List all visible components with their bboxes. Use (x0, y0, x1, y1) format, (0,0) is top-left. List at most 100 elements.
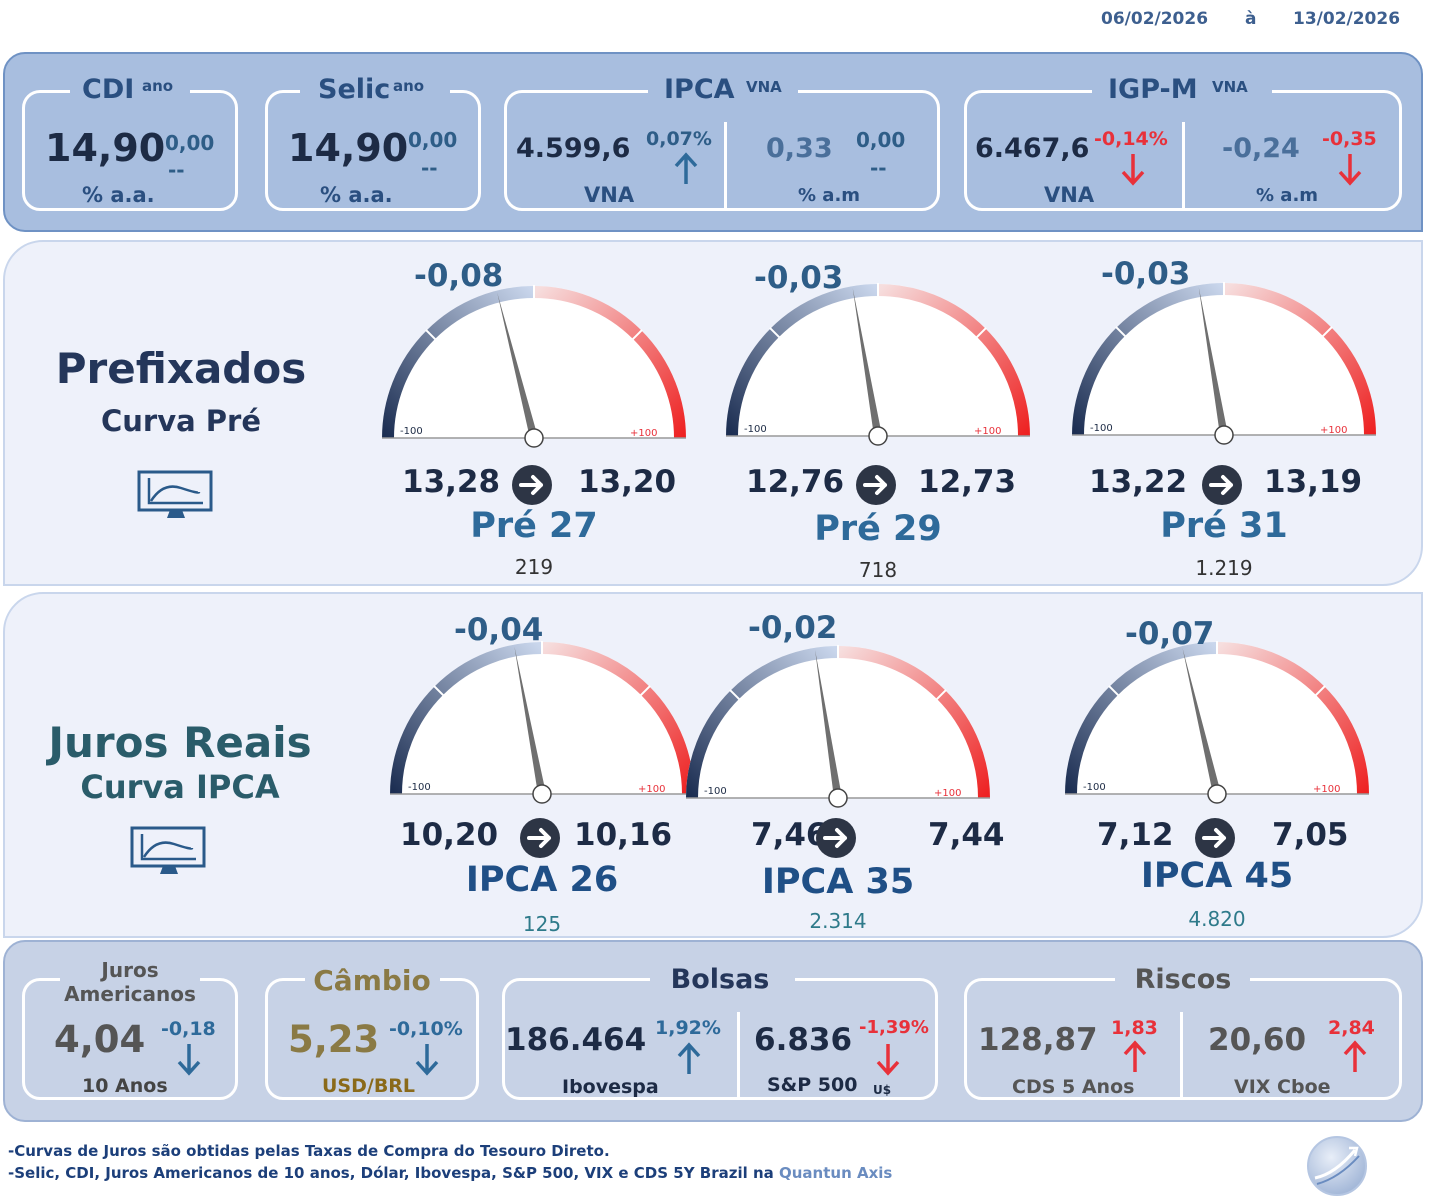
selic-trend: -- (421, 156, 438, 180)
gauge-days: 718 (858, 558, 898, 582)
gauge-tick (1108, 685, 1120, 697)
gauge-face (1072, 283, 1376, 435)
igpm-vna-value: 6.467,6 (975, 133, 1090, 164)
cdi-value: 14,90 (45, 126, 166, 170)
ipca-am-delta: 0,00 (856, 128, 906, 152)
fx-label: USD/BRL (322, 1075, 416, 1097)
arrow-up-icon (674, 152, 698, 184)
gauge-tick (425, 329, 437, 341)
gauge-max-label: +100 (1313, 784, 1340, 795)
arrow-up-icon (1123, 1040, 1147, 1072)
gauge-face (382, 286, 686, 438)
gauge-name: IPCA 26 (465, 860, 619, 900)
selic-value: 14,90 (288, 126, 409, 170)
gauge-days: 4.820 (1188, 907, 1246, 931)
gauge-hub (1207, 784, 1227, 804)
arrow-up-icon (677, 1042, 701, 1074)
date-separator: à (1245, 9, 1257, 29)
monitor-chart-icon[interactable] (137, 470, 215, 520)
gauge-min-label: -100 (1083, 782, 1106, 793)
gauge-days: 1.219 (1195, 556, 1253, 580)
us-rates-value: 4,04 (54, 1018, 146, 1061)
igpm-vna-change: -0,14% (1094, 128, 1168, 150)
gauge-rate-to: 10,16 (574, 817, 673, 853)
gauge-rate-from: 7,12 (1097, 817, 1174, 853)
gauge-rate-to: 13,20 (578, 464, 677, 500)
brand-link[interactable]: Quantun Axis (779, 1164, 893, 1182)
sp500-value: 6.836 (754, 1022, 853, 1058)
prefixados-title: Prefixados (55, 344, 307, 393)
arrow-down-icon (876, 1044, 900, 1076)
ipca-am-label: % a.m (798, 185, 861, 206)
cds-change: 1,83 (1111, 1017, 1158, 1039)
footnote-1: -Curvas de Juros são obtidas pelas Taxas… (8, 1142, 610, 1160)
gauge-needle (1198, 287, 1228, 436)
sp500-unit: U$ (873, 1083, 892, 1097)
sp500-label: S&P 500 (767, 1074, 858, 1096)
igpm-vna-label: VNA (1044, 183, 1095, 207)
cdi-unit: % a.a. (82, 183, 155, 207)
igpm-am-value: -0,24 (1222, 133, 1300, 164)
cdi-delta: 0,00 (165, 131, 215, 155)
gauge-pre-27: -100 +100 (382, 285, 686, 448)
arrow-right-icon (1195, 818, 1235, 858)
ibov-value: 186.464 (505, 1022, 647, 1058)
stocks-title: Bolsas (670, 964, 770, 995)
gauge-face (726, 284, 1030, 436)
gauge-rate-to: 12,73 (918, 464, 1017, 500)
gauge-rate-from: 13,28 (402, 464, 501, 500)
date-end: 13/02/2026 (1293, 9, 1401, 29)
arrow-up-icon (1343, 1040, 1367, 1072)
ipca-title: IPCA (664, 74, 735, 105)
gauge-rate-to: 7,44 (928, 817, 1005, 853)
gauge-name: IPCA 45 (1140, 856, 1294, 896)
vix-value: 20,60 (1208, 1022, 1307, 1058)
fx-title: Câmbio (313, 964, 431, 997)
cdi-sup: ano (142, 77, 174, 95)
selic-sup: ano (393, 77, 425, 95)
ipca-am-value: 0,33 (766, 133, 833, 164)
ipca-sup: VNA (746, 78, 782, 96)
footnote-2: -Selic, CDI, Juros Americanos de 10 anos… (8, 1164, 892, 1182)
gauge-hub (868, 426, 888, 446)
gauge-tick (769, 327, 781, 339)
us-rates-label: 10 Anos (82, 1075, 168, 1097)
cdi-title: CDI (82, 74, 135, 105)
gauge-rate-to: 13,19 (1264, 464, 1363, 500)
ipca-vna-label: VNA (584, 183, 635, 207)
arrow-right-icon (512, 465, 552, 505)
gauge-tick (631, 329, 643, 341)
gauge-delta: -0,03 (1101, 256, 1191, 292)
gauge-tick (1115, 326, 1127, 338)
arrow-right-icon (1202, 465, 1242, 505)
gauge-max-label: +100 (934, 788, 961, 799)
gauge-tick (935, 689, 947, 701)
gauge-face (1065, 642, 1369, 794)
gauge-days: 2.314 (809, 909, 867, 933)
monitor-chart-icon[interactable] (130, 826, 208, 876)
arrow-down-icon (1338, 154, 1362, 186)
rates-panel (3, 52, 1423, 232)
gauge-ipca-45: -100 +100 (1065, 641, 1369, 804)
gauge-max-label: +100 (1320, 425, 1347, 436)
risk-title: Riscos (1134, 964, 1232, 995)
date-start: 06/02/2026 (1101, 9, 1209, 29)
gauge-min-label: -100 (1090, 423, 1113, 434)
prefixados-subtitle: Curva Pré (100, 404, 262, 438)
gauge-rate-from: 12,76 (746, 464, 845, 500)
fx-change: -0,10% (389, 1018, 463, 1040)
igpm-sup: VNA (1212, 78, 1248, 96)
gauge-face (686, 646, 990, 798)
gauge-needle (514, 646, 546, 795)
selic-delta: 0,00 (408, 128, 458, 152)
gauge-rate-to: 7,05 (1272, 817, 1349, 853)
gauge-name: Pré 31 (1160, 506, 1288, 546)
gauge-delta: -0,04 (454, 612, 544, 648)
gauge-needle (815, 649, 842, 799)
gauge-delta: -0,03 (754, 260, 844, 296)
logo-icon (1307, 1136, 1367, 1196)
cdi-trend: -- (168, 158, 185, 182)
gauge-ipca-26: -100 +100 (390, 641, 694, 804)
arrow-right-icon (520, 818, 560, 858)
fx-value: 5,23 (288, 1018, 380, 1061)
